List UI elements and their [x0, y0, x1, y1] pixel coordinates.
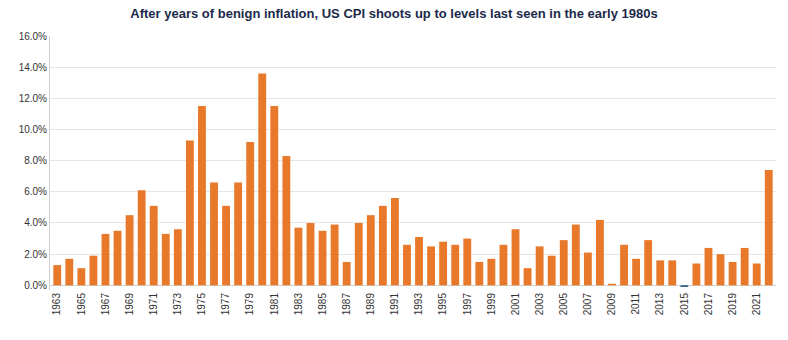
svg-text:1969: 1969 [124, 293, 135, 316]
svg-text:2001: 2001 [510, 293, 521, 316]
svg-text:1965: 1965 [76, 293, 87, 316]
svg-text:12.0%: 12.0% [19, 93, 47, 104]
svg-text:14.0%: 14.0% [19, 62, 47, 73]
svg-text:1987: 1987 [341, 293, 352, 316]
svg-text:0.0%: 0.0% [24, 280, 47, 291]
svg-text:1973: 1973 [172, 293, 183, 316]
svg-text:1971: 1971 [148, 293, 159, 316]
svg-text:2005: 2005 [558, 293, 569, 316]
svg-text:8.0%: 8.0% [24, 155, 47, 166]
svg-text:1979: 1979 [244, 293, 255, 316]
svg-text:1993: 1993 [413, 293, 424, 316]
svg-text:After years of benign inflatio: After years of benign inflation, US CPI … [130, 6, 657, 21]
svg-text:1995: 1995 [437, 293, 448, 316]
svg-text:1975: 1975 [196, 293, 207, 316]
svg-text:1999: 1999 [486, 293, 497, 316]
svg-text:2017: 2017 [703, 293, 714, 316]
svg-text:6.0%: 6.0% [24, 186, 47, 197]
svg-text:16.0%: 16.0% [19, 31, 47, 42]
svg-text:1989: 1989 [365, 293, 376, 316]
svg-text:1997: 1997 [462, 293, 473, 316]
svg-text:2021: 2021 [751, 293, 762, 316]
svg-text:2003: 2003 [534, 293, 545, 316]
svg-text:1983: 1983 [293, 293, 304, 316]
svg-text:1967: 1967 [100, 293, 111, 316]
svg-text:2011: 2011 [630, 293, 641, 315]
svg-text:10.0%: 10.0% [19, 124, 47, 135]
svg-text:1977: 1977 [220, 293, 231, 316]
svg-text:2009: 2009 [606, 293, 617, 316]
svg-text:2.0%: 2.0% [24, 249, 47, 260]
svg-text:2019: 2019 [727, 293, 738, 316]
svg-text:2015: 2015 [679, 293, 690, 316]
svg-text:2013: 2013 [654, 293, 665, 316]
svg-text:4.0%: 4.0% [24, 217, 47, 228]
svg-text:1981: 1981 [269, 293, 280, 316]
svg-text:1985: 1985 [317, 293, 328, 316]
svg-text:1963: 1963 [51, 293, 62, 316]
svg-text:1991: 1991 [389, 293, 400, 316]
svg-text:2007: 2007 [582, 293, 593, 316]
